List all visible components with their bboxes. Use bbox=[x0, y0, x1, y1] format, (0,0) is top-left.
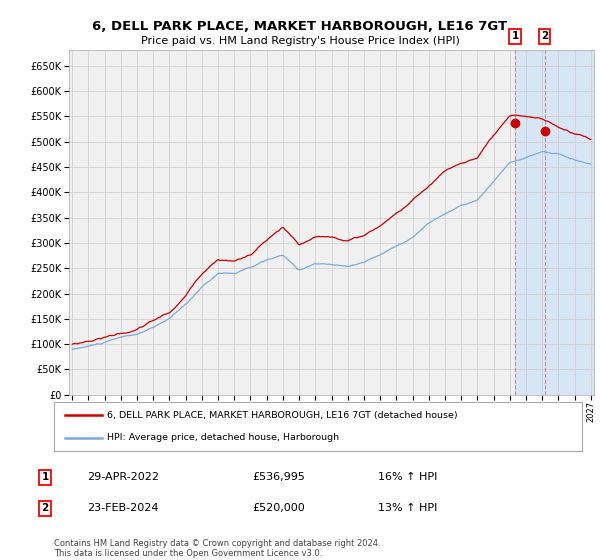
Text: 13% ↑ HPI: 13% ↑ HPI bbox=[378, 503, 437, 514]
Text: 1: 1 bbox=[41, 472, 49, 482]
Text: £520,000: £520,000 bbox=[252, 503, 305, 514]
Text: Contains HM Land Registry data © Crown copyright and database right 2024.
This d: Contains HM Land Registry data © Crown c… bbox=[54, 539, 380, 558]
Text: HPI: Average price, detached house, Harborough: HPI: Average price, detached house, Harb… bbox=[107, 433, 339, 442]
Text: Price paid vs. HM Land Registry's House Price Index (HPI): Price paid vs. HM Land Registry's House … bbox=[140, 36, 460, 46]
Text: £536,995: £536,995 bbox=[252, 472, 305, 482]
Text: 6, DELL PARK PLACE, MARKET HARBOROUGH, LE16 7GT: 6, DELL PARK PLACE, MARKET HARBOROUGH, L… bbox=[92, 20, 508, 32]
Text: 2: 2 bbox=[41, 503, 49, 514]
Text: 29-APR-2022: 29-APR-2022 bbox=[87, 472, 159, 482]
Text: 2: 2 bbox=[541, 31, 548, 41]
Bar bbox=[515, 50, 599, 395]
Text: 6, DELL PARK PLACE, MARKET HARBOROUGH, LE16 7GT (detached house): 6, DELL PARK PLACE, MARKET HARBOROUGH, L… bbox=[107, 410, 457, 420]
Text: 16% ↑ HPI: 16% ↑ HPI bbox=[378, 472, 437, 482]
Text: 1: 1 bbox=[511, 31, 519, 41]
Text: 23-FEB-2024: 23-FEB-2024 bbox=[87, 503, 158, 514]
